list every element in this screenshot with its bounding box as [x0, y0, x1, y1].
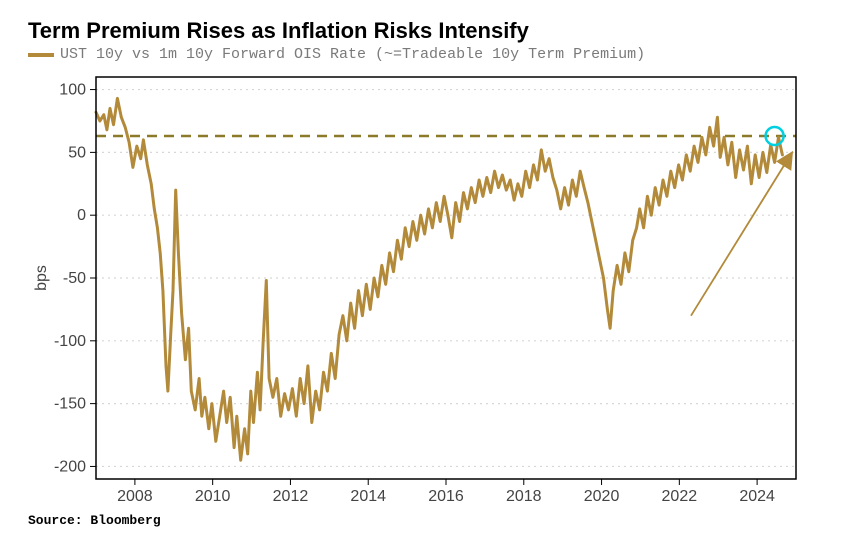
y-tick-label: -150	[54, 396, 86, 413]
x-tick-label: 2018	[506, 488, 542, 505]
legend-label: UST 10y vs 1m 10y Forward OIS Rate (~=Tr…	[60, 46, 645, 63]
y-tick-label: 100	[59, 82, 86, 99]
source-text: Source: Bloomberg	[28, 513, 820, 528]
x-tick-label: 2010	[195, 488, 231, 505]
y-tick-label: 0	[77, 207, 86, 224]
y-tick-label: 50	[68, 144, 86, 161]
legend: UST 10y vs 1m 10y Forward OIS Rate (~=Tr…	[28, 46, 820, 63]
x-tick-label: 2020	[584, 488, 620, 505]
x-tick-label: 2014	[350, 488, 386, 505]
chart-area: -200 -150 -100 -50 0 50 100 2008 2010 2012 2014 201…	[28, 69, 820, 509]
x-tick-label: 2022	[662, 488, 698, 505]
y-axis-label: bps	[33, 265, 50, 291]
x-tick-label: 2016	[428, 488, 464, 505]
y-tick-label: -50	[63, 270, 86, 287]
x-tick-label: 2024	[739, 488, 775, 505]
x-tick-label: 2008	[117, 488, 153, 505]
legend-swatch	[28, 53, 54, 57]
y-tick-label: -200	[54, 458, 86, 475]
y-tick-label: -100	[54, 333, 86, 350]
chart-title: Term Premium Rises as Inflation Risks In…	[28, 18, 820, 44]
x-tick-label: 2012	[273, 488, 309, 505]
